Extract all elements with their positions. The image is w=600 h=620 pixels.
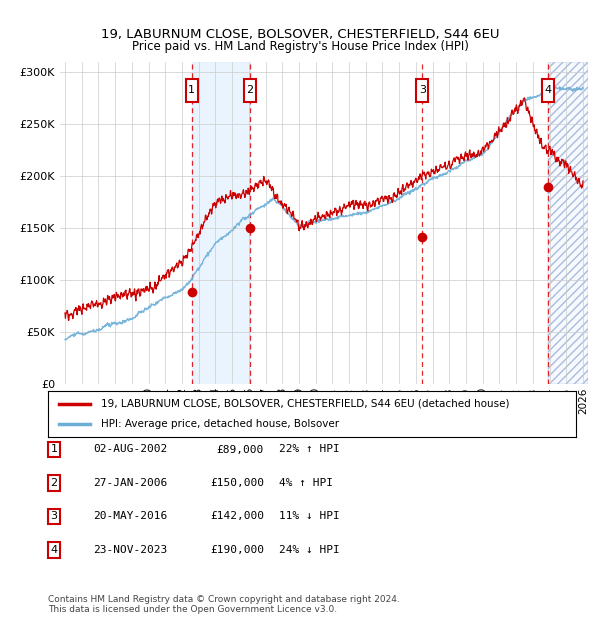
Text: Price paid vs. HM Land Registry's House Price Index (HPI): Price paid vs. HM Land Registry's House …: [131, 40, 469, 53]
Text: £142,000: £142,000: [210, 512, 264, 521]
FancyBboxPatch shape: [542, 79, 554, 102]
Text: 11% ↓ HPI: 11% ↓ HPI: [279, 512, 340, 521]
FancyBboxPatch shape: [186, 79, 197, 102]
Text: 02-AUG-2002: 02-AUG-2002: [93, 445, 167, 454]
Text: 3: 3: [50, 512, 58, 521]
FancyBboxPatch shape: [244, 79, 256, 102]
Text: 4: 4: [544, 85, 551, 95]
Text: 2: 2: [50, 478, 58, 488]
Text: 4% ↑ HPI: 4% ↑ HPI: [279, 478, 333, 488]
Text: 22% ↑ HPI: 22% ↑ HPI: [279, 445, 340, 454]
Text: 19, LABURNUM CLOSE, BOLSOVER, CHESTERFIELD, S44 6EU (detached house): 19, LABURNUM CLOSE, BOLSOVER, CHESTERFIE…: [101, 399, 509, 409]
Text: 19, LABURNUM CLOSE, BOLSOVER, CHESTERFIELD, S44 6EU: 19, LABURNUM CLOSE, BOLSOVER, CHESTERFIE…: [101, 28, 499, 41]
Text: £190,000: £190,000: [210, 545, 264, 555]
Text: 20-MAY-2016: 20-MAY-2016: [93, 512, 167, 521]
Text: HPI: Average price, detached house, Bolsover: HPI: Average price, detached house, Bols…: [101, 419, 339, 429]
Bar: [191, 62, 250, 384]
Text: 23-NOV-2023: 23-NOV-2023: [93, 545, 167, 555]
Text: 4: 4: [50, 545, 58, 555]
Text: £89,000: £89,000: [217, 445, 264, 454]
Text: Contains HM Land Registry data © Crown copyright and database right 2024.
This d: Contains HM Land Registry data © Crown c…: [48, 595, 400, 614]
Text: 27-JAN-2006: 27-JAN-2006: [93, 478, 167, 488]
Text: 24% ↓ HPI: 24% ↓ HPI: [279, 545, 340, 555]
Text: 2: 2: [247, 85, 254, 95]
Bar: [548, 62, 588, 384]
Text: 3: 3: [419, 85, 426, 95]
FancyBboxPatch shape: [416, 79, 428, 102]
Text: £150,000: £150,000: [210, 478, 264, 488]
Text: 1: 1: [50, 445, 58, 454]
Text: 1: 1: [188, 85, 195, 95]
Bar: [548, 62, 588, 384]
